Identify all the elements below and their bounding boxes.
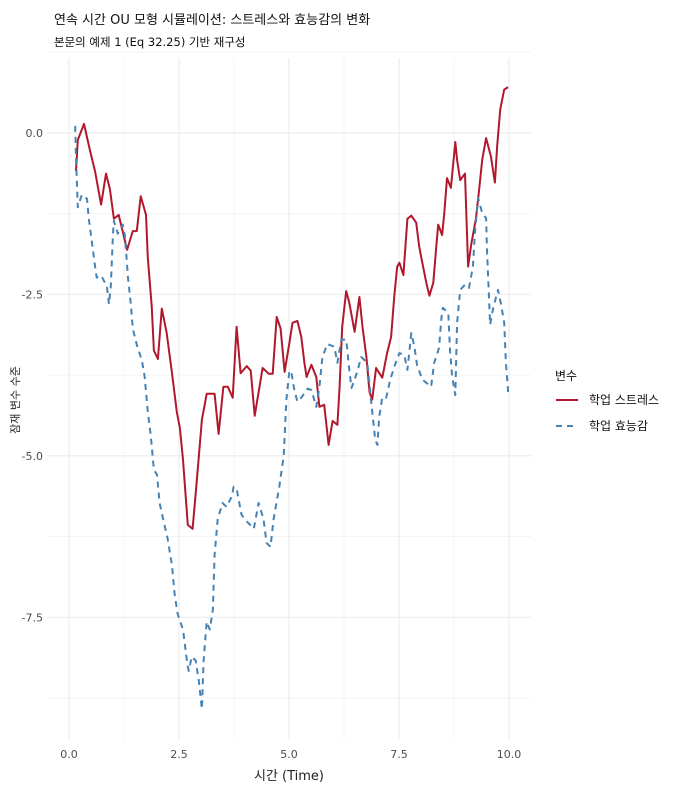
tick-labels: 0.0 2.5 5.0 7.5 10.0 0.0 -2.5 -5.0 -7.5 [22,127,522,761]
gridlines [47,51,531,740]
legend-label: 학업 효능감 [589,419,649,433]
y-tick-label: -5.0 [22,450,43,463]
chart-title: 연속 시간 OU 모형 시뮬레이션: 스트레스와 효능감의 변화 [54,13,371,28]
legend-label: 학업 스트레스 [589,393,660,407]
y-tick-label: 0.0 [26,127,44,140]
series-line-stress [75,86,509,530]
x-tick-label: 2.5 [170,748,188,761]
legend-key-dashed [556,424,578,427]
chart-subtitle: 본문의 예제 1 (Eq 32.25) 기반 재구성 [54,35,246,49]
x-axis-label: 시간 (Time) [253,769,324,784]
legend-key-solid [556,398,578,401]
legend-item-stress: 학업 스트레스 [555,391,659,408]
x-tick-label: 0.0 [60,748,78,761]
y-axis-label: 잠재 변수 수준 [9,366,22,434]
legend-item-efficacy: 학업 효능감 [555,417,648,434]
series-lines [74,86,510,710]
legend-title: 변수 [555,369,578,383]
x-tick-label: 10.0 [497,748,522,761]
x-tick-label: 7.5 [390,748,408,761]
series-line-efficacy [74,125,510,710]
y-tick-label: -2.5 [22,288,43,301]
y-tick-label: -7.5 [22,611,43,624]
x-tick-label: 5.0 [280,748,298,761]
